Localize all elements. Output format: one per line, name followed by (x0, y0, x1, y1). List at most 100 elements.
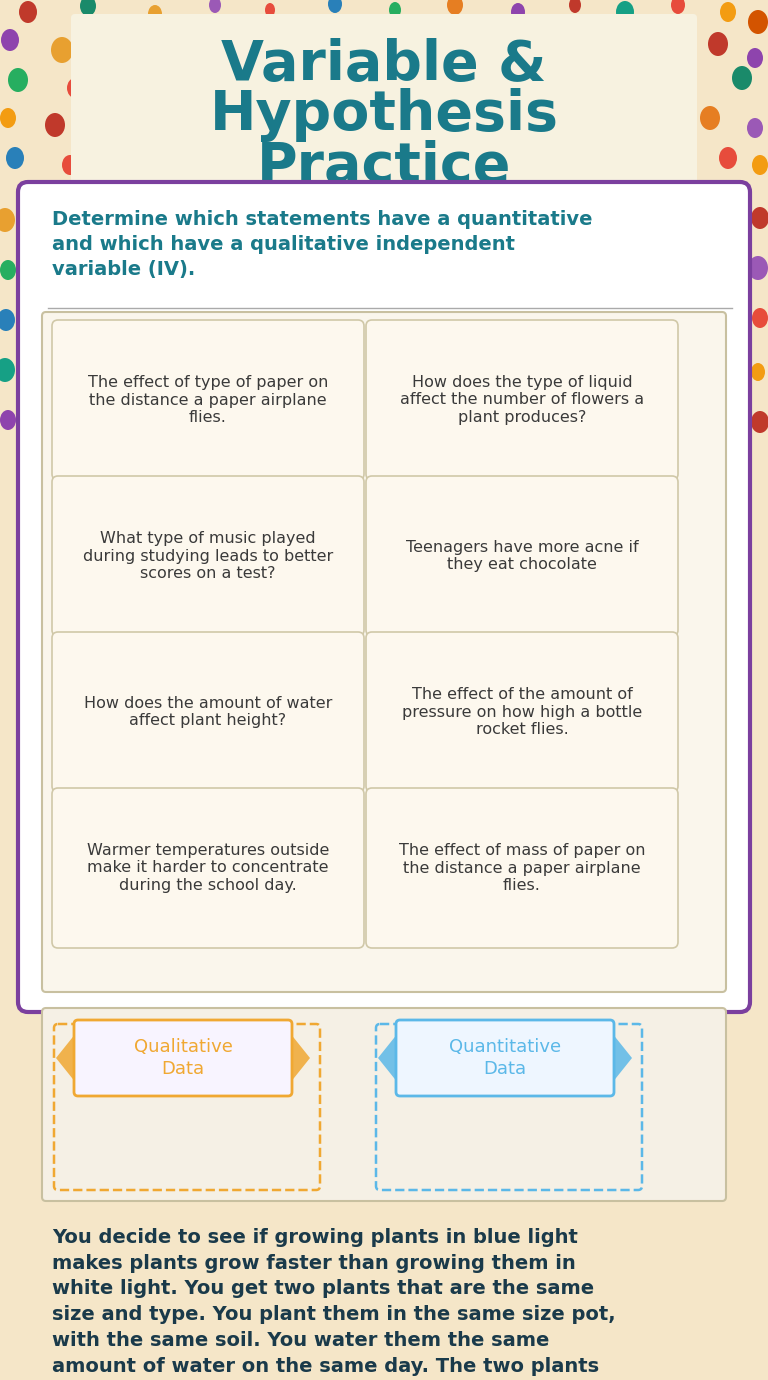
Ellipse shape (239, 34, 257, 57)
FancyBboxPatch shape (74, 1020, 292, 1096)
Ellipse shape (483, 34, 497, 52)
FancyBboxPatch shape (52, 632, 364, 792)
Text: The effect of the amount of
pressure on how high a bottle
rocket flies.: The effect of the amount of pressure on … (402, 687, 642, 737)
Text: What type of music played
during studying leads to better
scores on a test?: What type of music played during studyin… (83, 531, 333, 581)
Ellipse shape (486, 148, 504, 168)
Ellipse shape (389, 1, 401, 18)
Ellipse shape (8, 68, 28, 92)
Ellipse shape (265, 3, 275, 17)
Polygon shape (608, 1028, 632, 1087)
Ellipse shape (751, 363, 765, 381)
Text: The effect of type of paper on
the distance a paper airplane
flies.: The effect of type of paper on the dista… (88, 375, 328, 425)
Ellipse shape (112, 32, 128, 52)
Text: Hypothesis: Hypothesis (210, 88, 558, 142)
Ellipse shape (671, 0, 685, 14)
Ellipse shape (0, 108, 16, 128)
Ellipse shape (708, 32, 728, 57)
Ellipse shape (428, 159, 442, 177)
Ellipse shape (597, 34, 613, 54)
Ellipse shape (602, 146, 622, 170)
Ellipse shape (0, 410, 16, 431)
Ellipse shape (511, 3, 525, 21)
Ellipse shape (700, 106, 720, 130)
Ellipse shape (752, 308, 768, 328)
Ellipse shape (228, 106, 248, 130)
Ellipse shape (80, 0, 96, 17)
Ellipse shape (193, 81, 207, 99)
Text: How does the amount of water
affect plant height?: How does the amount of water affect plan… (84, 696, 333, 729)
Ellipse shape (373, 68, 391, 88)
Ellipse shape (411, 119, 425, 137)
Ellipse shape (539, 44, 557, 66)
FancyBboxPatch shape (52, 476, 364, 636)
Ellipse shape (441, 79, 455, 97)
Ellipse shape (171, 119, 185, 137)
Ellipse shape (748, 257, 768, 280)
Ellipse shape (0, 208, 15, 232)
Text: Warmer temperatures outside
make it harder to concentrate
during the school day.: Warmer temperatures outside make it hard… (87, 843, 329, 893)
Ellipse shape (720, 1, 736, 22)
Ellipse shape (6, 148, 24, 168)
Ellipse shape (447, 0, 463, 15)
Ellipse shape (1, 29, 19, 51)
Text: How does the type of liquid
affect the number of flowers a
plant produces?: How does the type of liquid affect the n… (400, 375, 644, 425)
Ellipse shape (751, 207, 768, 229)
Polygon shape (378, 1028, 402, 1087)
Ellipse shape (290, 119, 306, 138)
Ellipse shape (359, 34, 371, 50)
FancyBboxPatch shape (366, 632, 678, 792)
FancyBboxPatch shape (366, 476, 678, 636)
Ellipse shape (498, 66, 518, 90)
Text: Variable &: Variable & (221, 39, 547, 92)
Ellipse shape (752, 155, 768, 175)
Ellipse shape (586, 108, 604, 128)
FancyBboxPatch shape (52, 320, 364, 480)
FancyBboxPatch shape (71, 14, 697, 210)
Ellipse shape (62, 155, 78, 175)
FancyBboxPatch shape (366, 788, 678, 948)
Ellipse shape (19, 1, 37, 23)
Ellipse shape (131, 68, 149, 88)
Ellipse shape (751, 411, 768, 433)
FancyBboxPatch shape (18, 182, 750, 1012)
Ellipse shape (250, 68, 270, 92)
Text: Qualitative
Data: Qualitative Data (134, 1038, 233, 1078)
Ellipse shape (616, 1, 634, 23)
Ellipse shape (185, 159, 199, 177)
Ellipse shape (661, 159, 675, 177)
FancyBboxPatch shape (42, 1007, 726, 1201)
FancyBboxPatch shape (52, 788, 364, 948)
Ellipse shape (530, 119, 546, 138)
Text: Teenagers have more acne if
they eat chocolate: Teenagers have more acne if they eat cho… (406, 540, 638, 573)
Ellipse shape (420, 43, 440, 68)
Ellipse shape (304, 157, 320, 178)
Text: Determine which statements have a quantitative
and which have a qualitative inde: Determine which statements have a quanti… (52, 210, 592, 279)
Ellipse shape (747, 119, 763, 138)
FancyBboxPatch shape (42, 312, 726, 992)
Ellipse shape (328, 0, 342, 12)
Ellipse shape (362, 146, 382, 170)
Ellipse shape (547, 157, 563, 178)
Ellipse shape (719, 148, 737, 168)
Ellipse shape (681, 79, 695, 97)
Ellipse shape (557, 79, 573, 98)
Ellipse shape (243, 148, 261, 168)
Ellipse shape (468, 106, 488, 130)
FancyBboxPatch shape (396, 1020, 614, 1096)
Ellipse shape (209, 0, 221, 12)
Text: The effect of mass of paper on
the distance a paper airplane
flies.: The effect of mass of paper on the dista… (399, 843, 645, 893)
Ellipse shape (349, 108, 367, 128)
Ellipse shape (314, 80, 330, 99)
Ellipse shape (51, 37, 73, 63)
Ellipse shape (747, 48, 763, 68)
Ellipse shape (654, 46, 666, 62)
Ellipse shape (67, 79, 83, 98)
Ellipse shape (120, 144, 140, 167)
Ellipse shape (300, 41, 316, 62)
Ellipse shape (569, 0, 581, 12)
Text: You decide to see if growing plants in blue light
makes plants grow faster than : You decide to see if growing plants in b… (52, 1228, 616, 1380)
FancyBboxPatch shape (366, 320, 678, 480)
Ellipse shape (148, 6, 162, 23)
Ellipse shape (0, 259, 16, 280)
Ellipse shape (613, 68, 631, 88)
